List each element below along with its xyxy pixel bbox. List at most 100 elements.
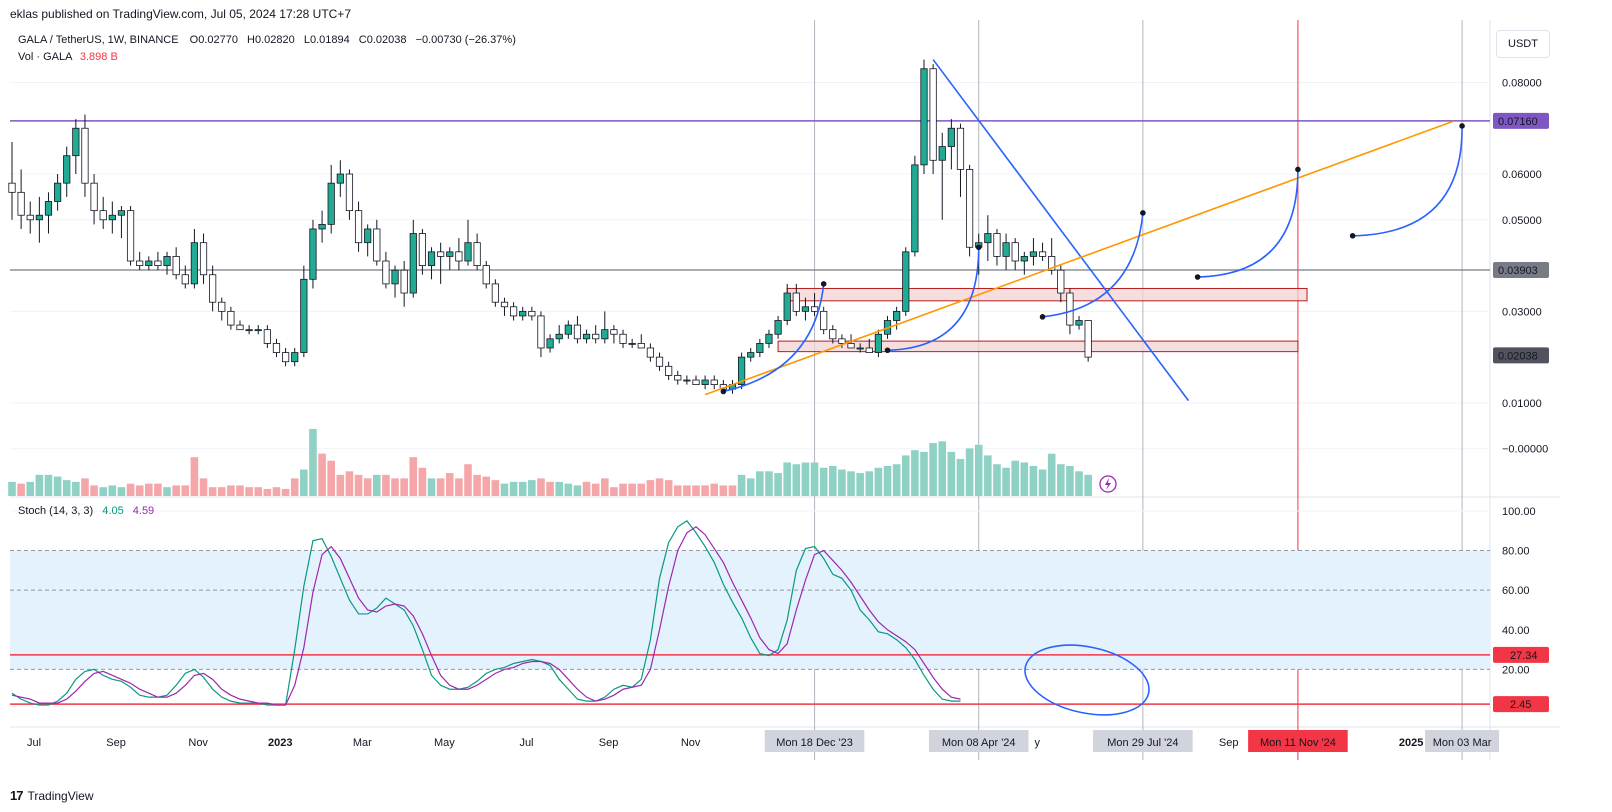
stoch-label[interactable]: Stoch (14, 3, 3)	[18, 505, 94, 517]
anchor-dot	[720, 388, 727, 395]
candle	[519, 310, 527, 317]
candle	[482, 265, 490, 285]
volume-bar	[72, 481, 80, 496]
time-highlight-badge	[1425, 730, 1500, 752]
volume-bar	[272, 487, 281, 496]
volume-bar	[62, 480, 71, 496]
candle	[300, 278, 308, 353]
stoch-legend: Stoch (14, 3, 3) 4.05 4.59	[18, 505, 154, 517]
candle	[327, 182, 335, 225]
candle	[582, 333, 591, 340]
time-tick-label: Nov	[681, 737, 701, 749]
candle	[263, 329, 271, 344]
anchor-dot	[820, 281, 827, 287]
volume-bar	[993, 464, 1001, 496]
volume-bar	[518, 481, 527, 496]
price-tick-label: 0.06000	[1502, 169, 1542, 181]
volume-bar	[345, 471, 354, 496]
candle	[145, 260, 153, 266]
candle	[838, 338, 846, 344]
candle	[108, 214, 116, 221]
volume-bar	[473, 474, 481, 496]
candle	[810, 306, 819, 312]
volume-bar	[1020, 462, 1029, 496]
volume-bar	[819, 467, 828, 496]
candle	[318, 223, 326, 230]
volume-bar	[573, 485, 582, 496]
candle	[35, 214, 43, 221]
volume-bar	[774, 473, 782, 496]
volume-bar	[409, 457, 418, 496]
candle	[847, 342, 855, 349]
candle	[701, 379, 709, 385]
candle	[984, 233, 992, 244]
stoch-badge	[1493, 646, 1549, 663]
candle	[1002, 242, 1010, 257]
candle	[911, 164, 919, 253]
volume-bar	[920, 451, 928, 496]
symbol-label[interactable]: GALA / TetherUS, 1W, BINANCE	[18, 34, 179, 46]
time-tick-label: Sep	[599, 737, 619, 749]
volume-bar	[108, 485, 117, 496]
volume-bar	[719, 485, 728, 496]
candle	[72, 127, 80, 157]
candle	[1048, 256, 1056, 271]
volume-bar	[8, 481, 16, 496]
stoch-tick-label: 100.00	[1502, 506, 1536, 518]
candle	[446, 251, 454, 257]
time-highlight-badge	[764, 730, 865, 752]
time-highlight-label: Mon 08 Apr '24	[942, 737, 1016, 749]
candle	[455, 251, 463, 262]
volume-bar	[655, 478, 664, 496]
currency-button[interactable]: USDT	[1496, 30, 1550, 58]
time-highlight-badge	[928, 730, 1029, 752]
stoch-k-value: 4.05	[102, 505, 124, 517]
volume-bar	[1038, 469, 1047, 496]
volume-bar	[482, 476, 491, 496]
volume-bar	[126, 483, 135, 496]
volume-bar	[984, 455, 992, 496]
candle	[281, 352, 290, 363]
volume-bar	[637, 483, 646, 496]
anchor-dot	[1295, 166, 1301, 173]
volume-bar	[208, 487, 217, 496]
volume-bar	[217, 487, 226, 496]
volume-bar	[765, 471, 773, 496]
high-value: H0.02820	[247, 34, 295, 46]
candle	[291, 352, 299, 363]
candle	[938, 146, 946, 161]
candle	[418, 233, 427, 266]
volume-bar	[1047, 453, 1056, 496]
candle	[209, 274, 217, 303]
volume-bar	[901, 455, 910, 496]
candle	[1038, 251, 1047, 257]
candle	[409, 233, 417, 294]
candle	[966, 169, 974, 248]
volume-bar	[692, 485, 700, 496]
anchor-dot	[975, 244, 982, 251]
time-tick-label: Jul	[27, 737, 41, 749]
volume-bar	[455, 478, 463, 496]
lower-demand-zone	[777, 340, 1299, 353]
stoch-tick-label: 40.00	[1502, 625, 1530, 637]
candle	[856, 347, 864, 350]
volume-bar	[664, 480, 673, 496]
candle	[509, 306, 518, 317]
price-badge	[1493, 112, 1549, 129]
candle	[391, 269, 399, 285]
projection-arc-4	[1197, 169, 1299, 278]
candle	[218, 301, 226, 312]
volume-label[interactable]: Vol · GALA	[18, 51, 72, 63]
stoch-tick-label: 80.00	[1502, 546, 1530, 558]
candle	[801, 306, 810, 312]
volume-bar	[810, 462, 819, 496]
volume-bar	[172, 485, 180, 496]
anchor-dot	[884, 347, 891, 354]
candle	[747, 352, 755, 358]
volume-bar	[309, 428, 317, 496]
volume-bar	[555, 481, 563, 496]
candle	[26, 214, 34, 221]
stoch-tick-label: 60.00	[1502, 585, 1530, 597]
